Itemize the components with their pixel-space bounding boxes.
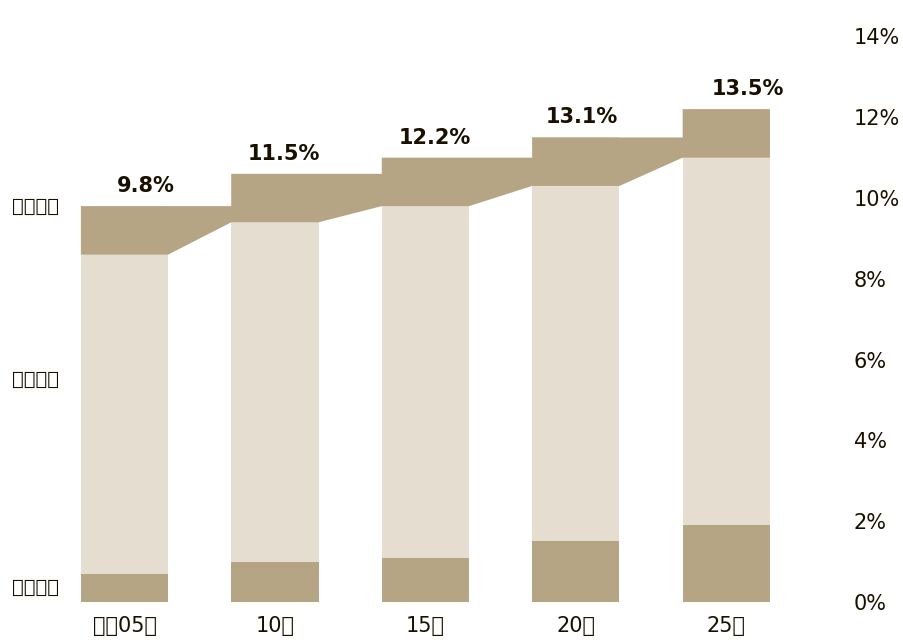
Bar [80,573,168,602]
Bar [80,206,168,573]
Bar [532,138,619,541]
Polygon shape [80,109,769,255]
Text: 空き家数: 空き家数 [12,579,59,597]
Text: 総住宅数: 総住宅数 [12,371,59,389]
Bar [231,174,318,561]
Text: 9.8%: 9.8% [116,176,174,196]
Text: 11.5%: 11.5% [247,144,320,164]
Bar [682,109,769,525]
Bar [682,525,769,602]
Text: 13.1%: 13.1% [545,108,618,127]
Text: 12.2%: 12.2% [398,127,470,148]
Bar [381,557,469,602]
Bar [381,157,469,557]
Bar [532,541,619,602]
Text: 空き家率: 空き家率 [12,196,59,216]
Text: 13.5%: 13.5% [711,79,783,99]
Bar [231,561,318,602]
